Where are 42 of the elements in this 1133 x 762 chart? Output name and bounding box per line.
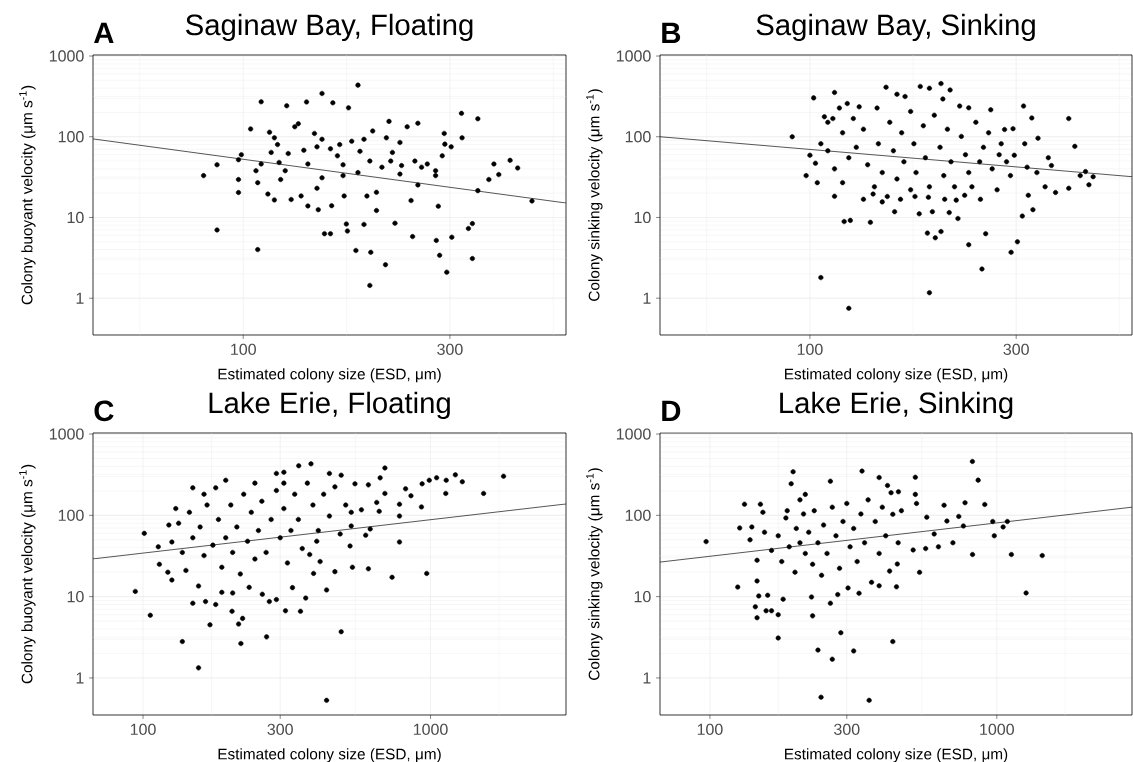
x-tick-label: 100	[797, 343, 823, 356]
text: C	[94, 400, 114, 422]
y-tick-label: 1000	[49, 428, 84, 440]
y-tick-label: 1	[643, 672, 651, 684]
x-tick-label: 300	[1003, 343, 1029, 356]
chart-title: Lake Erie, Floating	[209, 391, 450, 420]
chart-title: Lake Erie, Sinking	[780, 391, 1013, 420]
x-tick-label: 100	[697, 723, 723, 736]
chart-title: Saginaw Bay, Floating	[186, 13, 473, 42]
y-tick-label: 1000	[616, 50, 651, 62]
x-axis-title: Estimated colony size (ESD, μm)	[785, 368, 1008, 383]
x-tick-label: 1000	[980, 723, 1014, 736]
y-tick-label: 1000	[616, 428, 651, 440]
y-axis-title: Colony buoyant velocity (μm s$^{-1}$)	[19, 85, 36, 305]
x-tick-label: 300	[437, 343, 463, 356]
y-axis-title: Colony buoyant velocity (μm s$^{-1}$)	[19, 464, 36, 684]
y-axis-title: Colony sinking velocity (μm s$^{-1}$)	[586, 468, 603, 680]
y-tick-label: 100	[58, 131, 84, 143]
y-tick-label: 1	[76, 292, 84, 304]
x-tick-label: 100	[231, 343, 256, 356]
x-axis-title: Estimated colony size (ESD, μm)	[218, 368, 441, 383]
x-tick-label: 300	[267, 723, 293, 736]
chart-title: Saginaw Bay, Sinking	[756, 13, 1035, 42]
y-tick-label: 100	[625, 509, 651, 521]
x-tick-label: 300	[834, 723, 860, 736]
x-axis-title: Estimated colony size (ESD, μm)	[785, 748, 1008, 762]
y-tick-label: 1000	[49, 50, 84, 62]
y-tick-label: 10	[634, 211, 651, 224]
y-tick-label: 10	[67, 211, 84, 224]
y-axis-title: Colony sinking velocity (μm s$^{-1}$)	[586, 89, 603, 301]
y-tick-label: 1	[76, 672, 84, 684]
text: D	[662, 400, 681, 421]
x-tick-label: 100	[130, 723, 156, 736]
y-tick-label: 1	[643, 292, 651, 304]
y-tick-label: 10	[67, 590, 84, 603]
x-tick-label: 1000	[413, 723, 448, 736]
y-tick-label: 100	[58, 509, 84, 521]
x-axis-title: Estimated colony size (ESD, μm)	[218, 748, 441, 762]
y-tick-label: 100	[625, 131, 651, 143]
text: B	[662, 22, 681, 43]
y-tick-label: 10	[634, 590, 651, 603]
text: A	[94, 22, 114, 43]
